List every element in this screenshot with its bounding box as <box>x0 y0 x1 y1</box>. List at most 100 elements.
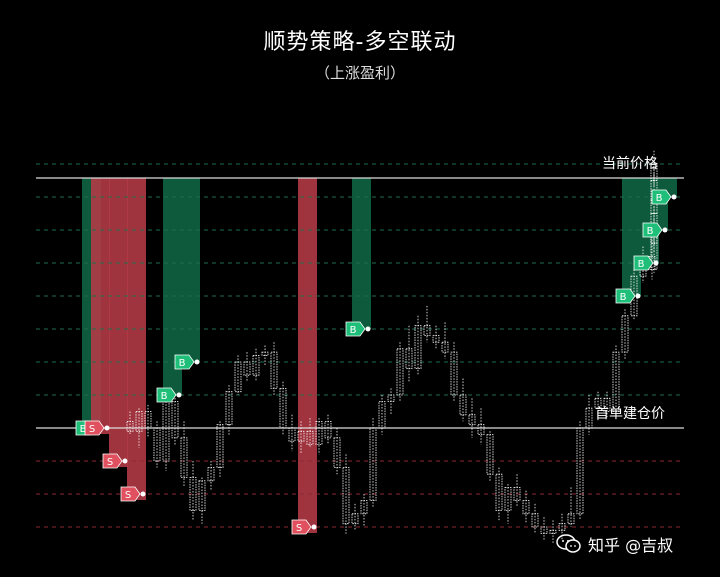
candle-body <box>333 437 341 468</box>
watermark-text: 知乎 @吉叔 <box>588 536 674 555</box>
buy-marker-label: B <box>656 193 663 204</box>
candle-body <box>315 420 323 445</box>
candle-body <box>171 401 179 439</box>
candle-body <box>270 351 278 389</box>
candle-body <box>342 467 350 525</box>
long-band <box>352 178 371 329</box>
trade-point <box>635 293 641 299</box>
entry-price-label: 首单建仓价 <box>595 406 665 422</box>
chart-title: 顺势策略-多空联动 <box>263 30 457 55</box>
trade-point <box>176 392 182 398</box>
buy-marker <box>156 387 177 403</box>
sell-marker-label: S <box>89 424 95 435</box>
candle-body <box>207 467 215 482</box>
sell-marker <box>84 420 105 436</box>
candle-body <box>180 437 188 478</box>
trade-point <box>311 524 317 530</box>
candle-body <box>459 394 467 416</box>
candle-body <box>243 361 251 376</box>
buy-marker <box>174 354 195 370</box>
buy-marker <box>615 288 636 304</box>
sell-marker <box>102 453 123 469</box>
candle-body <box>378 401 386 429</box>
candle-body <box>576 427 584 515</box>
candle-body <box>531 513 539 528</box>
candle-body <box>603 397 611 412</box>
buy-marker <box>642 222 663 238</box>
buy-marker-label: B <box>647 226 654 237</box>
short-band <box>91 178 110 434</box>
candle-body <box>432 335 440 343</box>
trade-point <box>671 194 677 200</box>
candle-body <box>585 407 593 429</box>
candle-body <box>396 348 404 396</box>
buy-marker-label: B <box>179 358 186 369</box>
long-band <box>181 178 200 362</box>
candle-body <box>198 480 206 511</box>
candle-body <box>567 513 575 525</box>
candle-body <box>477 424 485 436</box>
trade-point <box>365 326 371 332</box>
candle-body <box>495 473 503 511</box>
candle-body <box>522 500 530 515</box>
candle-body <box>225 391 233 426</box>
buy-marker-label: B <box>350 325 357 336</box>
long-band <box>163 178 182 395</box>
candle-body <box>234 361 242 393</box>
trade-point <box>122 458 128 464</box>
watermark: 知乎 @吉叔 <box>556 532 673 556</box>
candle-body <box>486 434 494 475</box>
candle-body <box>423 325 431 337</box>
buy-marker-label: B <box>80 424 87 435</box>
candle-body <box>306 430 314 445</box>
candle-body <box>252 354 260 376</box>
candle-body <box>189 477 197 511</box>
candle-body <box>441 341 449 353</box>
sell-marker <box>120 486 141 502</box>
candle-body <box>513 486 521 501</box>
candle-body <box>360 500 368 515</box>
candle-body <box>549 529 557 534</box>
candle-body <box>261 351 269 356</box>
candle-body <box>288 427 296 442</box>
candle-body <box>621 315 629 353</box>
candle-body <box>324 420 332 439</box>
candle-body <box>405 348 413 369</box>
long-band <box>622 178 641 296</box>
buy-marker-label: B <box>620 292 627 303</box>
candle-body <box>144 411 152 429</box>
sell-marker <box>291 519 312 535</box>
candle-body <box>612 351 620 412</box>
trade-point <box>653 260 659 266</box>
candle-body <box>387 394 395 402</box>
buy-marker <box>633 255 654 271</box>
sell-marker-label: S <box>296 523 302 534</box>
chat-bubble-icon <box>556 534 581 553</box>
candle-body <box>650 163 658 168</box>
candle-body <box>540 526 548 534</box>
candle-body <box>450 351 458 396</box>
buy-marker-label: B <box>161 391 168 402</box>
candle-body <box>216 424 224 469</box>
trade-point <box>662 227 668 233</box>
short-band <box>298 178 317 533</box>
candle-body <box>504 486 512 511</box>
trade-point <box>104 425 110 431</box>
candle-body <box>468 414 476 426</box>
buy-marker-label: B <box>638 259 645 270</box>
candle-body <box>297 430 305 442</box>
candle-body <box>126 420 134 432</box>
candle-body <box>279 387 287 429</box>
candle-body <box>558 523 566 531</box>
candle-body <box>153 427 161 462</box>
sell-marker-label: S <box>107 457 113 468</box>
candle-body <box>369 427 377 501</box>
chart-subtitle: （上涨盈利） <box>314 64 405 82</box>
candle-body <box>594 397 602 409</box>
current-price-label: 当前价格 <box>602 155 658 172</box>
candle-body <box>351 513 359 525</box>
short-band <box>127 178 146 500</box>
buy-marker <box>651 189 672 205</box>
trade-point <box>194 359 200 365</box>
